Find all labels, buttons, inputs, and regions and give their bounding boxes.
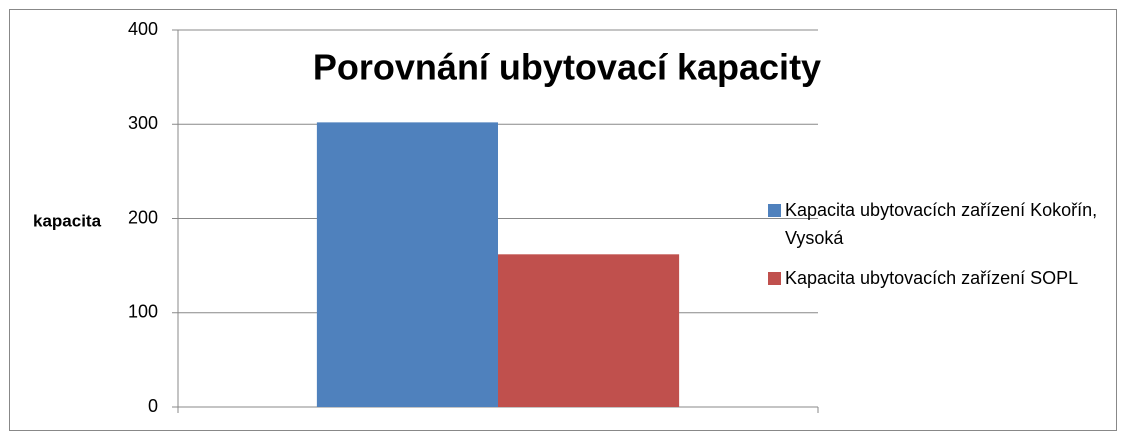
legend-label: Kapacita ubytovacích zařízení SOPL: [785, 268, 1079, 288]
y-axis-label: kapacita: [33, 211, 102, 230]
y-tick-label: 400: [128, 19, 158, 39]
bar: [316, 122, 498, 408]
y-tick-label: 200: [128, 207, 158, 227]
legend-swatch: [768, 272, 781, 285]
legend-item: Kapacita ubytovacích zařízení Kokořín, V…: [768, 196, 1108, 252]
y-tick-label: 100: [128, 302, 158, 322]
legend: Kapacita ubytovacích zařízení Kokořín, V…: [768, 196, 1108, 304]
legend-swatch: [768, 204, 781, 217]
y-tick-label: 0: [148, 396, 158, 416]
legend-item: Kapacita ubytovacích zařízení SOPL: [768, 264, 1108, 292]
y-tick-label: 300: [128, 113, 158, 133]
legend-label: Kapacita ubytovacích zařízení Kokořín, V…: [785, 200, 1098, 248]
bar: [498, 254, 680, 407]
chart-title: Porovnání ubytovací kapacity: [313, 47, 821, 88]
